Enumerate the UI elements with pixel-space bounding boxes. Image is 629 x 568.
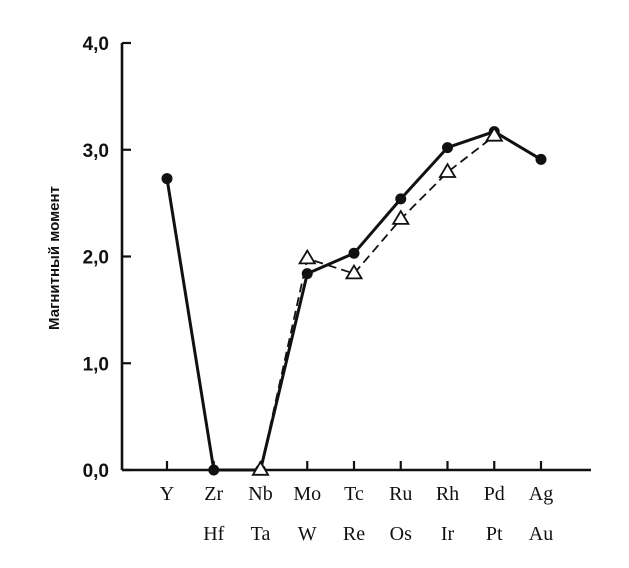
- x-tick-label-row1: Mo: [293, 483, 321, 505]
- series-1-point: [161, 173, 173, 185]
- x-tick-label-row2: Pt: [486, 523, 503, 545]
- series-2-point: [298, 248, 317, 265]
- series-2-line: [259, 135, 495, 471]
- x-tick-label-row1: Zr: [204, 483, 223, 505]
- labels-layer: 0,0 1,0 2,0 3,0 4,0 Y Zr Hf Nb Ta Mo W Tc Re Ru Os Rh Ir P…: [83, 34, 554, 545]
- series-2-point: [438, 162, 457, 178]
- x-tick-label-row2: Hf: [203, 523, 224, 545]
- x-tick-label-row1: Y: [160, 483, 174, 505]
- series-1-point: [442, 142, 453, 154]
- x-tick-label-row2: Os: [390, 523, 412, 545]
- x-tick-label-row1: Ag: [529, 483, 553, 505]
- x-tick-label-row2: Au: [529, 523, 553, 545]
- y-tick-label: 2,0: [83, 248, 109, 269]
- y-tick-label: 4,0: [83, 34, 109, 55]
- series-1-point: [208, 464, 220, 476]
- axes: [120, 41, 591, 472]
- series-2-point: [344, 263, 364, 280]
- x-tick-label-row2: Ta: [251, 523, 271, 545]
- series-1-line: [165, 130, 542, 472]
- series-2-point: [485, 126, 504, 142]
- x-tick-label-row1: Nb: [248, 483, 272, 505]
- series-1-point: [348, 247, 360, 259]
- x-tick-label-row1: Pd: [484, 483, 505, 505]
- x-tick-label-row1: Ru: [389, 483, 412, 505]
- series-2-point: [251, 460, 270, 476]
- x-tick-label-row1: Rh: [436, 483, 459, 505]
- x-tick-label-row2: Ir: [441, 523, 455, 545]
- series-layer: [161, 126, 547, 476]
- x-tick-label-row1: Tc: [344, 483, 364, 505]
- y-tick-label: 0,0: [83, 461, 109, 482]
- y-tick-label: 3,0: [83, 141, 109, 162]
- series-2-point: [391, 209, 410, 225]
- y-axis-title: Магнитный момент: [46, 186, 63, 330]
- y-tick-label: 1,0: [83, 354, 109, 375]
- x-tick-label-row2: W: [298, 523, 317, 545]
- series-1-point: [535, 153, 547, 165]
- series-1-point: [395, 193, 407, 205]
- x-tick-label-row2: Re: [343, 523, 365, 545]
